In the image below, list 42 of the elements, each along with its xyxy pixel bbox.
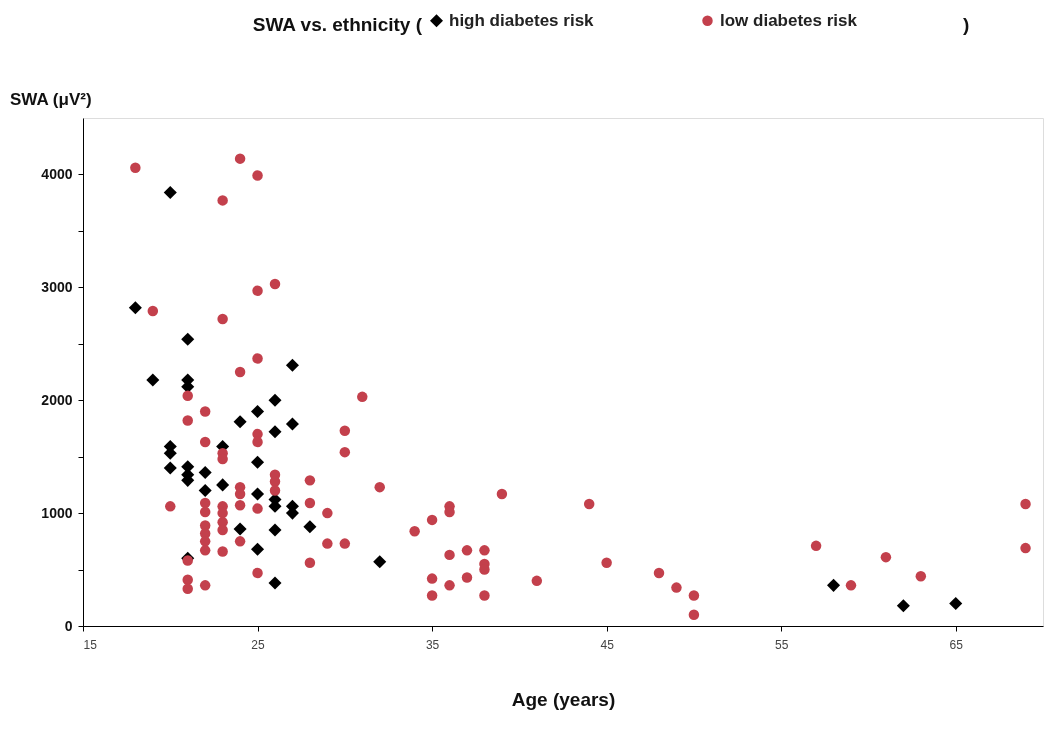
- point: [251, 455, 265, 469]
- point: [285, 358, 299, 372]
- point: [128, 301, 142, 315]
- y-tick-label: 4000: [41, 165, 73, 182]
- legend-label: low diabetes risk: [720, 10, 858, 30]
- point: [198, 484, 212, 498]
- point: [303, 520, 317, 534]
- x-tick-label: 65: [949, 637, 964, 652]
- point: [251, 487, 265, 501]
- point: [163, 185, 177, 200]
- legend-label: high diabetes risk: [449, 10, 595, 30]
- point: [146, 373, 160, 387]
- x-tick-label: 35: [425, 637, 440, 652]
- point: [285, 417, 299, 431]
- point: [251, 404, 265, 419]
- chart-title: SWA vs. ethnicity (: [252, 14, 423, 35]
- point: [827, 578, 841, 592]
- point: [251, 542, 265, 556]
- point: [181, 332, 195, 346]
- x-tick-label: 45: [600, 637, 615, 652]
- point: [373, 555, 387, 569]
- point: [268, 576, 282, 590]
- x-tick-label: 25: [251, 637, 266, 652]
- point: [216, 478, 230, 492]
- y-tick-label: 3000: [41, 278, 73, 295]
- point: [163, 461, 177, 475]
- y-tick-label: 2000: [41, 391, 73, 408]
- x-tick-label: 55: [775, 637, 789, 652]
- point: [233, 522, 247, 536]
- y-axis-title: SWA (μV²): [10, 90, 92, 109]
- x-axis-title: Age (years): [511, 688, 616, 710]
- point: [949, 596, 963, 610]
- point: [268, 523, 282, 537]
- point: [198, 465, 212, 479]
- x-tick-label: 15: [83, 637, 98, 652]
- point: [896, 599, 910, 613]
- point: [268, 393, 282, 407]
- y-tick-label: 1000: [41, 504, 73, 521]
- text: ): [963, 14, 970, 35]
- y-tick-label: 0: [64, 617, 73, 634]
- point: [268, 425, 282, 439]
- point: [233, 415, 247, 429]
